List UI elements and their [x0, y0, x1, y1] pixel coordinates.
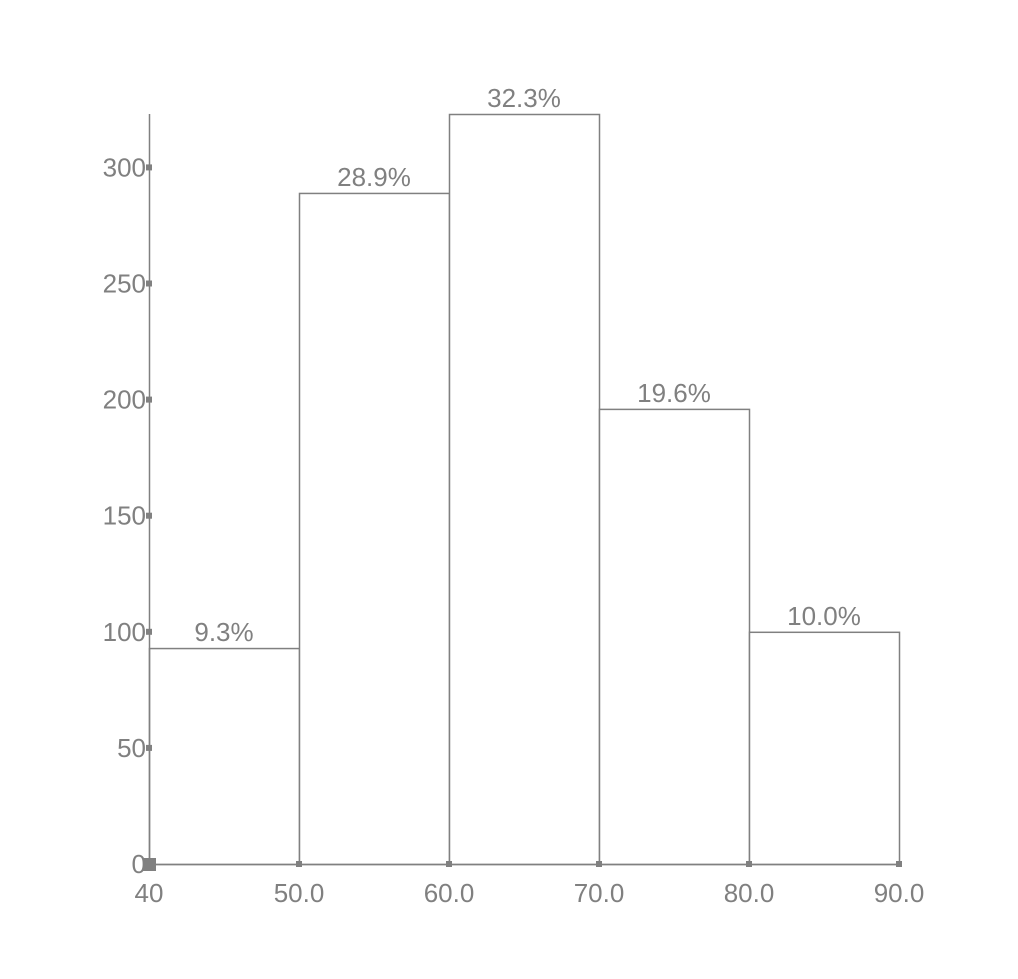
x-tick-mark-4 [746, 861, 752, 867]
x-tick-label-1: 50.0 [274, 878, 325, 908]
y-tick-mark-300 [146, 164, 152, 171]
bar-data-label-1: 9.3% [194, 617, 253, 647]
y-tick-label-50: 50 [117, 733, 146, 763]
x-tick-mark-5 [896, 861, 902, 867]
y-tick-mark-150 [146, 512, 152, 519]
y-tick-mark-50 [146, 744, 152, 751]
x-tick-label-3: 70.0 [574, 878, 625, 908]
bars-group [148, 113, 901, 866]
y-tick-label-250: 250 [103, 269, 146, 299]
x-tick-label-2: 60.0 [424, 878, 475, 908]
bar-data-label-4: 19.6% [637, 378, 711, 408]
bar-data-label-5: 10.0% [787, 601, 861, 631]
x-tick-label-4: 80.0 [724, 878, 775, 908]
y-tick-label-300: 300 [103, 152, 146, 182]
histogram-bar-5 [748, 631, 901, 866]
axes-group [143, 114, 902, 871]
x-tick-mark-1 [296, 861, 302, 867]
x-tick-label-0: 40 [135, 878, 164, 908]
labels-group: 9.3% 28.9% 32.3% 19.6% 10.0% 0 50 100 150 200 250 3… [103, 83, 925, 908]
bar-data-label-3: 32.3% [487, 83, 561, 113]
y-tick-label-0: 0 [132, 849, 146, 879]
histogram-bar-2 [298, 192, 451, 866]
y-tick-label-200: 200 [103, 385, 146, 415]
origin-marker [143, 858, 156, 871]
y-tick-label-100: 100 [103, 617, 146, 647]
x-tick-mark-2 [446, 861, 452, 867]
x-tick-label-5: 90.0 [874, 878, 925, 908]
x-tick-mark-3 [596, 861, 602, 867]
histogram-bar-3 [448, 113, 601, 866]
histogram-bar-1 [148, 647, 301, 866]
y-tick-label-150: 150 [103, 501, 146, 531]
bar-data-label-2: 28.9% [337, 162, 411, 192]
y-tick-mark-200 [146, 396, 152, 403]
y-tick-mark-250 [146, 280, 152, 287]
y-tick-mark-100 [146, 628, 152, 635]
histogram-bar-4 [598, 408, 751, 866]
